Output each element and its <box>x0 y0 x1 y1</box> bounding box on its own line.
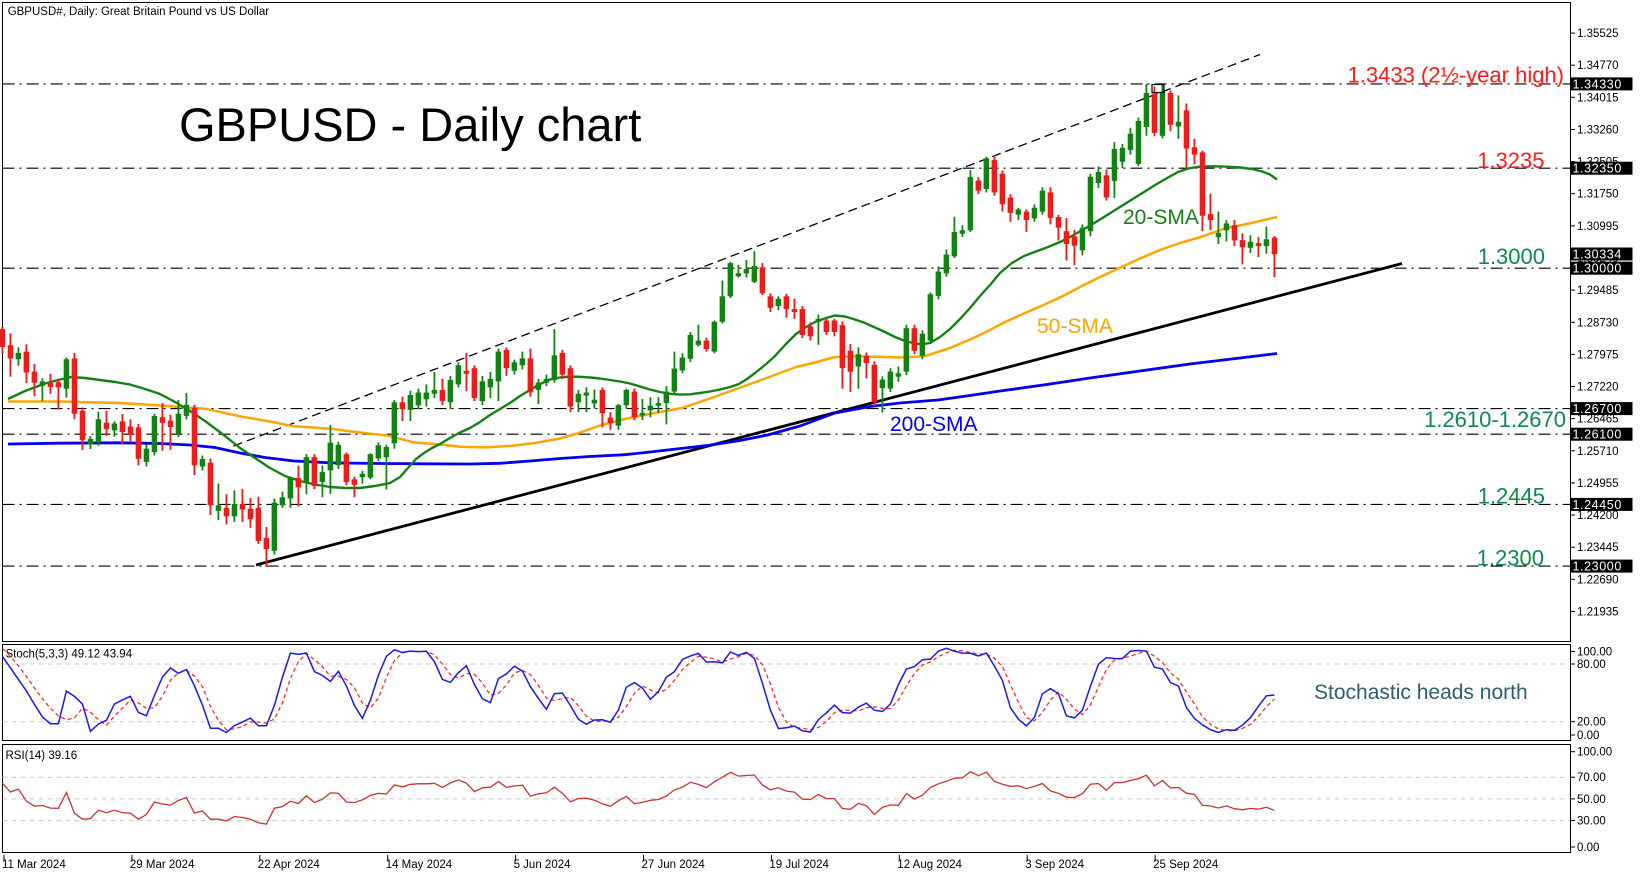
svg-text:1.2300: 1.2300 <box>1477 546 1544 571</box>
svg-text:27 Jun 2024: 27 Jun 2024 <box>642 859 706 871</box>
svg-text:1.32350: 1.32350 <box>1573 162 1622 176</box>
svg-text:GBPUSD - Daily chart: GBPUSD - Daily chart <box>179 98 641 151</box>
svg-text:30.00: 30.00 <box>1577 816 1606 828</box>
svg-text:1.35525: 1.35525 <box>1577 28 1619 40</box>
svg-text:1.25710: 1.25710 <box>1577 446 1619 458</box>
svg-text:1.2445: 1.2445 <box>1478 484 1545 509</box>
svg-text:12 Aug 2024: 12 Aug 2024 <box>897 859 962 871</box>
svg-text:100.00: 100.00 <box>1577 747 1612 759</box>
svg-text:70.00: 70.00 <box>1577 772 1606 784</box>
svg-text:1.27220: 1.27220 <box>1577 382 1619 394</box>
svg-text:1.26465: 1.26465 <box>1577 414 1619 426</box>
svg-text:22 Apr 2024: 22 Apr 2024 <box>258 859 321 871</box>
svg-text:1.21935: 1.21935 <box>1577 606 1619 618</box>
svg-text:0.00: 0.00 <box>1577 730 1599 742</box>
svg-text:100.00: 100.00 <box>1577 646 1612 658</box>
svg-text:50-SMA: 50-SMA <box>1037 315 1113 338</box>
svg-text:Stochastic heads north: Stochastic heads north <box>1314 681 1528 704</box>
svg-text:1.23000: 1.23000 <box>1573 560 1622 574</box>
svg-text:1.24200: 1.24200 <box>1577 510 1619 522</box>
svg-text:1.34330: 1.34330 <box>1573 77 1622 91</box>
svg-text:1.34015: 1.34015 <box>1577 92 1619 104</box>
svg-text:1.3235: 1.3235 <box>1477 148 1544 173</box>
svg-text:1.33260: 1.33260 <box>1577 125 1619 137</box>
svg-text:5 Jun 2024: 5 Jun 2024 <box>514 859 572 871</box>
svg-text:1.26100: 1.26100 <box>1573 428 1622 442</box>
svg-text:200-SMA: 200-SMA <box>890 413 978 436</box>
svg-text:1.30334: 1.30334 <box>1573 247 1622 261</box>
svg-text:20-SMA: 20-SMA <box>1123 206 1199 229</box>
svg-text:1.3433 (2½-year high): 1.3433 (2½-year high) <box>1348 63 1564 88</box>
svg-text:1.29485: 1.29485 <box>1577 285 1619 297</box>
svg-text:11 Mar 2024: 11 Mar 2024 <box>2 859 66 871</box>
svg-text:1.31750: 1.31750 <box>1577 189 1619 201</box>
svg-text:1.3000: 1.3000 <box>1478 244 1545 269</box>
svg-text:1.34770: 1.34770 <box>1577 60 1619 72</box>
svg-text:19 Jul 2024: 19 Jul 2024 <box>769 859 829 871</box>
svg-text:1.28730: 1.28730 <box>1577 317 1619 329</box>
svg-text:1.27975: 1.27975 <box>1577 349 1619 361</box>
svg-text:1.30995: 1.30995 <box>1577 221 1619 233</box>
svg-text:20.00: 20.00 <box>1577 717 1606 729</box>
svg-text:1.22690: 1.22690 <box>1577 574 1619 586</box>
svg-text:RSI(14) 39.16: RSI(14) 39.16 <box>6 750 78 762</box>
svg-text:1.30000: 1.30000 <box>1573 262 1622 276</box>
svg-text:29 Mar 2024: 29 Mar 2024 <box>130 859 195 871</box>
svg-text:3 Sep 2024: 3 Sep 2024 <box>1025 859 1084 871</box>
svg-text:80.00: 80.00 <box>1577 659 1606 671</box>
svg-text:25 Sep 2024: 25 Sep 2024 <box>1153 859 1219 871</box>
svg-text:14 May 2024: 14 May 2024 <box>386 859 453 871</box>
svg-text:1.2610-1.2670: 1.2610-1.2670 <box>1424 407 1566 432</box>
svg-text:GBPUSD#, Daily: Great Britain: GBPUSD#, Daily: Great Britain Pound vs U… <box>8 6 270 18</box>
svg-text:1.23445: 1.23445 <box>1577 542 1619 554</box>
svg-text:50.00: 50.00 <box>1577 794 1606 806</box>
svg-text:1.26700: 1.26700 <box>1573 402 1622 416</box>
svg-text:1.24450: 1.24450 <box>1573 498 1622 512</box>
svg-text:0.00: 0.00 <box>1577 842 1599 854</box>
svg-text:Stoch(5,3,3) 49.12 43.94: Stoch(5,3,3) 49.12 43.94 <box>6 649 133 661</box>
svg-text:1.24955: 1.24955 <box>1577 478 1619 490</box>
